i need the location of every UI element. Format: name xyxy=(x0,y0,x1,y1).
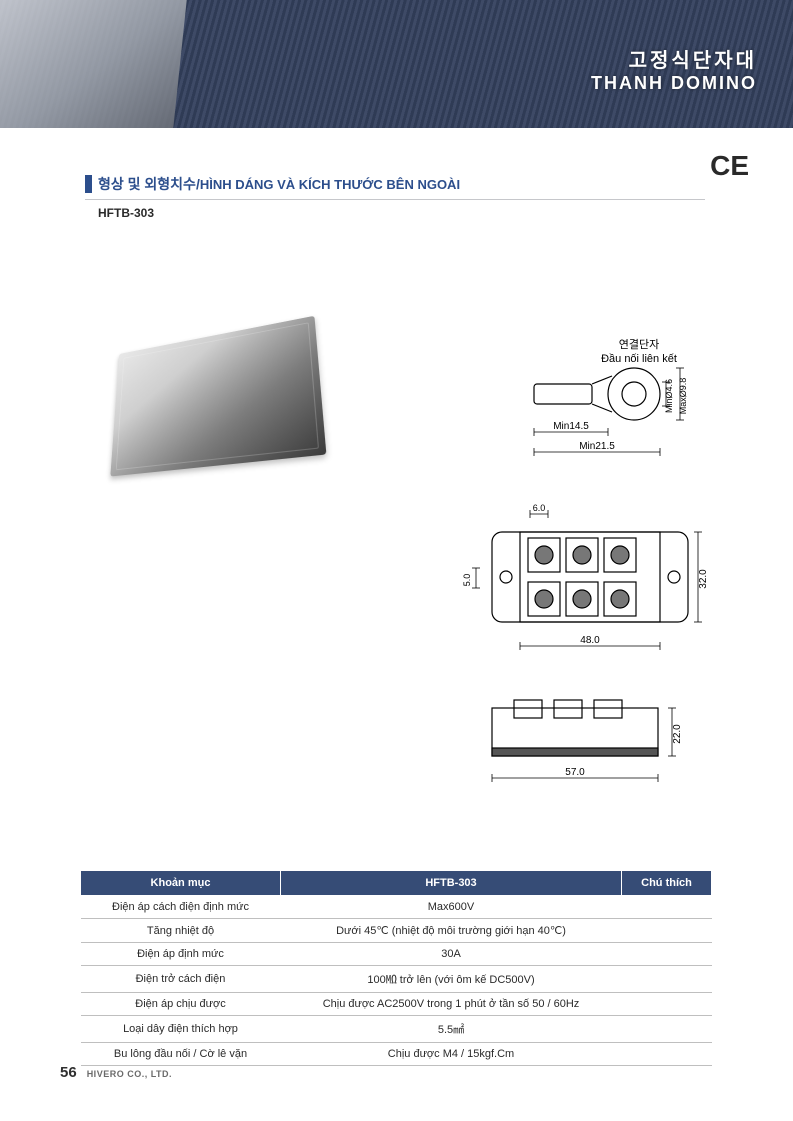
model-code: HFTB-303 xyxy=(98,206,154,220)
title-bar-icon xyxy=(85,175,92,193)
spec-row: Bu lông đầu nối / Cờ lê vặn Chịu được M4… xyxy=(81,1043,712,1066)
spec-value: Max600V xyxy=(281,896,622,919)
spec-note xyxy=(622,966,712,993)
spec-note xyxy=(622,919,712,943)
spec-row: Loại dây điện thích hợp 5.5㎟ xyxy=(81,1016,712,1043)
spec-row: Điện áp cách điện định mức Max600V xyxy=(81,896,712,919)
spec-row: Điện áp định mức 30A xyxy=(81,943,712,966)
spec-value: 30A xyxy=(281,943,622,966)
dim-dia-max: MaxØ9.8 xyxy=(678,378,688,415)
spec-value: Chịu được AC2500V trong 1 phút ở tần số … xyxy=(281,993,622,1016)
spec-table: Khoản mục HFTB-303 Chú thích Điện áp các… xyxy=(80,870,712,1066)
page-number: 56 xyxy=(60,1064,77,1081)
side-view-drawing: 22.0 57.0 xyxy=(456,690,716,800)
spec-value: 5.5㎟ xyxy=(281,1016,622,1043)
dim-pitch: 6.0 xyxy=(533,504,546,513)
spec-note xyxy=(622,1043,712,1066)
th-item: Khoản mục xyxy=(81,871,281,896)
header-photo xyxy=(0,0,187,128)
dim-hole-offset: 5.0 xyxy=(462,574,472,587)
spec-note xyxy=(622,896,712,919)
spec-label: Điện trở cách điện xyxy=(81,966,281,993)
dim-innerwidth: 48.0 xyxy=(580,635,600,646)
ce-mark: CE xyxy=(710,150,749,182)
terminal-label-kr: 연결단자 xyxy=(619,338,659,351)
spec-label: Điện áp chịu được xyxy=(81,993,281,1016)
dim-sideheight: 22.0 xyxy=(672,724,683,744)
spec-header-row: Khoản mục HFTB-303 Chú thích xyxy=(81,871,712,896)
header-kr: 고정식단자대 xyxy=(591,44,757,73)
spec-row: Tăng nhiệt độ Dưới 45℃ (nhiệt độ môi trư… xyxy=(81,919,712,943)
spec-value: 100㏁ trở lên (với ôm kế DC500V) xyxy=(281,966,622,993)
section-kr: 형상 및 외형치수 xyxy=(98,174,196,194)
dim-min-long: Min21.5 xyxy=(579,441,615,452)
header-band: 고정식단자대 THANH DOMINO xyxy=(0,0,793,128)
spec-label: Bu lông đầu nối / Cờ lê vặn xyxy=(81,1043,281,1066)
th-model: HFTB-303 xyxy=(281,871,622,896)
spec-value: Chịu được M4 / 15kgf.Cm xyxy=(281,1043,622,1066)
th-note: Chú thích xyxy=(622,871,712,896)
page-footer: 56 HIVERO CO., LTD. xyxy=(60,1064,172,1081)
spec-label: Điện áp định mức xyxy=(81,943,281,966)
terminal-label-vi: Đầu nối liên kết xyxy=(601,353,677,365)
dim-min-short: Min14.5 xyxy=(553,421,589,432)
spec-value: Dưới 45℃ (nhiệt độ môi trường giới hạn 4… xyxy=(281,919,622,943)
spec-note xyxy=(622,993,712,1016)
dim-topheight: 32.0 xyxy=(698,569,709,589)
spec-row: Điện áp chịu được Chịu được AC2500V tron… xyxy=(81,993,712,1016)
terminal-drawing: 연결단자 Đầu nối liên kết MinØ4.6 MaxØ9.8 xyxy=(494,336,714,476)
company-name: HIVERO CO., LTD. xyxy=(87,1069,172,1079)
spec-note xyxy=(622,943,712,966)
spec-label: Điện áp cách điện định mức xyxy=(81,896,281,919)
spec-row: Điện trở cách điện 100㏁ trở lên (với ôm … xyxy=(81,966,712,993)
dim-sidewidth: 57.0 xyxy=(565,767,585,778)
section-title: 형상 및 외형치수 / HÌNH DÁNG VÀ KÍCH THƯỚC BÊN … xyxy=(85,174,705,200)
spec-label: Tăng nhiệt độ xyxy=(81,919,281,943)
dim-dia-min: MinØ4.6 xyxy=(664,379,674,413)
product-photo xyxy=(110,316,326,477)
section-vi: HÌNH DÁNG VÀ KÍCH THƯỚC BÊN NGOÀI xyxy=(200,177,460,192)
header-titles: 고정식단자대 THANH DOMINO xyxy=(591,44,757,94)
header-en: THANH DOMINO xyxy=(591,73,757,94)
spec-label: Loại dây điện thích hợp xyxy=(81,1016,281,1043)
spec-note xyxy=(622,1016,712,1043)
top-view-drawing: 6.0 xyxy=(456,504,716,674)
